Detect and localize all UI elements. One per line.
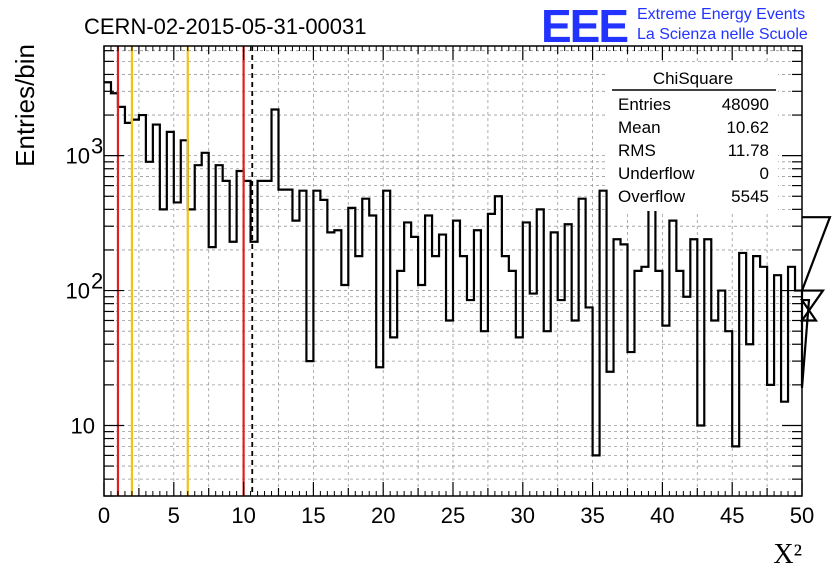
stats-row-label: Underflow xyxy=(618,164,695,183)
eee-logo: EEE Extreme Energy Events La Scienza nel… xyxy=(541,0,808,52)
y-tick-label: 10 xyxy=(66,279,90,304)
stats-box-background xyxy=(608,64,778,211)
histogram-bars xyxy=(104,81,832,457)
stats-row-label: RMS xyxy=(618,141,656,160)
stats-row-label: Entries xyxy=(618,95,671,114)
x-tick-label: 15 xyxy=(301,503,325,528)
stats-row-value: 11.78 xyxy=(728,141,769,160)
x-tick-label: 20 xyxy=(371,503,395,528)
x-tick-label: 10 xyxy=(231,503,255,528)
stats-box-title: ChiSquare xyxy=(653,69,733,88)
x-tick-label: 40 xyxy=(650,503,674,528)
y-axis-label: Entries/bin xyxy=(10,44,40,167)
reference-lines xyxy=(116,46,254,496)
y-tick-label: 10 xyxy=(66,144,90,169)
histogram-outline xyxy=(104,81,832,457)
y-tick-label-exponent: 2 xyxy=(91,269,103,294)
x-tick-label: 35 xyxy=(580,503,604,528)
y-tick-label: 10 xyxy=(71,413,95,438)
y-tick-label-exponent: 3 xyxy=(91,134,103,159)
x-tick-label: 5 xyxy=(168,503,180,528)
x-tick-label: 30 xyxy=(511,503,535,528)
x-tick-label: 0 xyxy=(98,503,110,528)
stats-row-value: 10.62 xyxy=(726,118,769,137)
x-axis-label: X² xyxy=(773,539,802,570)
x-tick-label: 50 xyxy=(790,503,814,528)
eee-logo-line1: Extreme Energy Events xyxy=(637,6,805,23)
stats-row-value: 0 xyxy=(760,164,769,183)
eee-logo-mark: EEE xyxy=(541,0,627,52)
eee-logo-line2: La Scienza nelle Scuole xyxy=(637,26,808,43)
stats-box: ChiSquare Entries 48090 Mean 10.62 RMS 11.78 U… xyxy=(608,64,778,211)
x-tick-label: 25 xyxy=(441,503,465,528)
stats-row-value: 5545 xyxy=(731,187,769,206)
stats-rows: Entries 48090 Mean 10.62 RMS 11.78 Underflow 0 O… xyxy=(618,95,769,206)
stats-row-label: Mean xyxy=(618,118,661,137)
chart-title: CERN-02-2015-05-31-00031 xyxy=(84,14,367,39)
x-tick-label: 45 xyxy=(720,503,744,528)
stats-row-label: Overflow xyxy=(618,187,686,206)
stats-row-value: 48090 xyxy=(722,95,769,114)
